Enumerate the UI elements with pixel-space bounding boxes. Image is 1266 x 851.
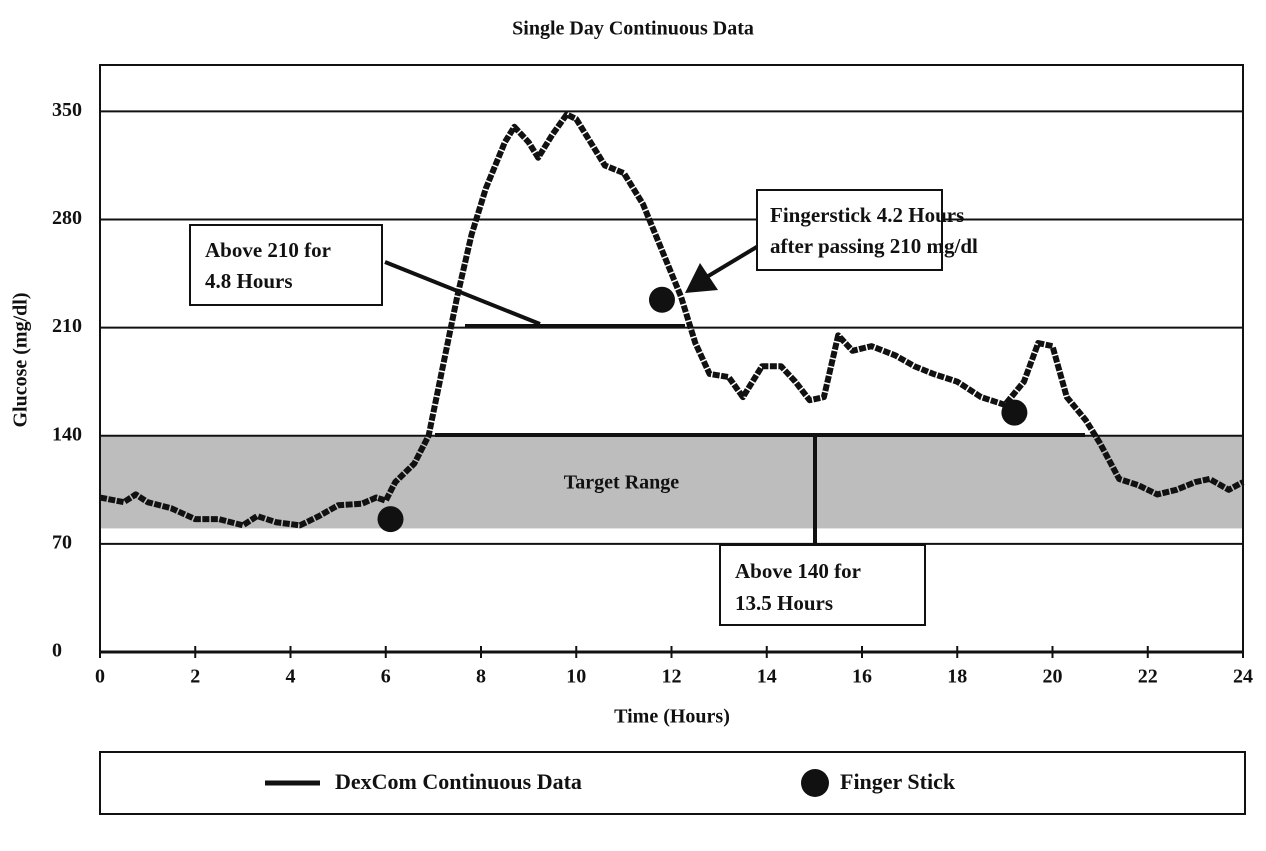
x-tick-label: 2 (190, 666, 200, 688)
y-tick-label: 0 (52, 640, 62, 662)
y-axis-label: Glucose (mg/dl) (10, 293, 32, 428)
target-label: Target Range (564, 472, 679, 494)
annotation-box (719, 544, 926, 626)
y-tick-label: 280 (52, 207, 82, 229)
finger-stick (377, 506, 404, 533)
annotation-text: Fingerstick 4.2 Hours (770, 203, 964, 227)
finger-stick (648, 286, 675, 313)
arrow-shaft (703, 243, 762, 280)
legend-marker (801, 769, 829, 797)
annotation-text: 4.8 Hours (205, 269, 293, 293)
annotation: Fingerstick 4.2 Hours after passing 210 … (756, 189, 978, 271)
annotation-text: 13.5 Hours (735, 591, 833, 615)
legend-box (99, 751, 1246, 815)
annotation-box (756, 189, 943, 271)
x-tick-label: 0 (95, 666, 105, 688)
x-tick-label: 18 (947, 666, 967, 688)
x-tick-label: 24 (1233, 666, 1253, 688)
finger-stick (1001, 399, 1028, 426)
target-range (100, 435, 1243, 529)
y-tick-label: 210 (52, 315, 82, 337)
annotation-text: Above 140 for (735, 559, 861, 583)
annotation: Above 210 for 4.8 Hours (189, 224, 383, 306)
y-tick-label: 70 (52, 531, 72, 553)
x-tick-label: 20 (1043, 666, 1063, 688)
glucose-line (99, 111, 1245, 529)
x-tick-label: 14 (757, 666, 777, 688)
legend-label: DexCom Continuous Data (335, 769, 582, 794)
x-tick-label: 10 (566, 666, 586, 688)
chart-title: Single Day Continuous Data (512, 18, 754, 40)
annotation-text: Above 210 for (205, 238, 331, 262)
annotation-lines (384, 243, 1085, 545)
x-tick-label: 6 (381, 666, 391, 688)
legend-label: Finger Stick (840, 769, 956, 794)
plot-frame (99, 64, 1244, 653)
connector (384, 260, 541, 326)
arrow-head (685, 263, 718, 293)
annotation-box (189, 224, 383, 306)
y-tick-label: 350 (52, 99, 82, 121)
y-tick-label: 140 (52, 423, 82, 445)
x-tick-label: 8 (476, 666, 486, 688)
x-tick-label: 12 (662, 666, 682, 688)
x-tick-label: 16 (852, 666, 872, 688)
x-axis-label: Time (Hours) (614, 706, 730, 728)
annotation-text: after passing 210 mg/dl (770, 234, 978, 258)
annotation: Above 140 for 13.5 Hours (719, 544, 926, 626)
x-tick-label: 4 (286, 666, 296, 688)
legend: DexCom Continuous Data Finger Stick (99, 751, 1246, 815)
x-tick-label: 22 (1138, 666, 1158, 688)
